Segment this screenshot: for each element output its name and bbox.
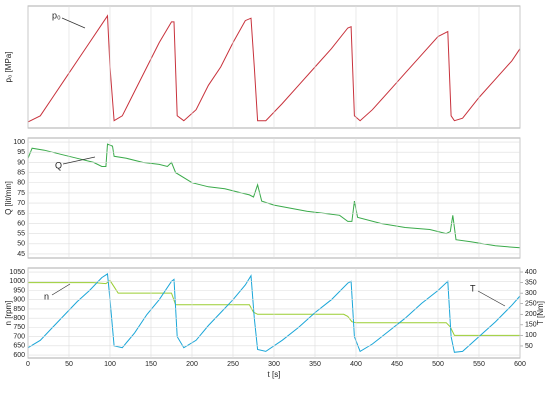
y2-tick-label: 300 xyxy=(525,290,537,297)
y-tick-label: 95 xyxy=(17,149,25,156)
y-tick-label: 800 xyxy=(13,315,25,322)
x-tick-label: 50 xyxy=(65,361,73,368)
x-tick-label: 0 xyxy=(26,361,30,368)
y-axis-label: p₀ [MPa] xyxy=(4,52,13,83)
x-tick-label: 450 xyxy=(391,361,403,368)
y-tick-label: 80 xyxy=(17,180,25,187)
x-tick-label: 400 xyxy=(350,361,362,368)
y2-tick-label: 350 xyxy=(525,279,537,286)
y-tick-label: 75 xyxy=(17,190,25,197)
y-tick-label: 55 xyxy=(17,230,25,237)
x-tick-label: 200 xyxy=(186,361,198,368)
y-tick-label: 60 xyxy=(17,220,25,227)
y-tick-label: 90 xyxy=(17,159,25,166)
x-tick-label: 600 xyxy=(514,361,526,368)
leader xyxy=(477,290,506,307)
data-line xyxy=(27,273,521,353)
y-tick-label: 45 xyxy=(17,251,25,258)
x-tick-label: 300 xyxy=(268,361,280,368)
y-tick-label: 1050 xyxy=(9,269,25,276)
leader xyxy=(62,156,96,165)
y2-tick-label: 50 xyxy=(525,343,533,350)
x-tick-label: 150 xyxy=(145,361,157,368)
annotation: n xyxy=(44,291,49,301)
x-axis-label: t [s] xyxy=(268,370,281,379)
x-tick-label: 350 xyxy=(309,361,321,368)
x-tick-label: 250 xyxy=(227,361,239,368)
y2-axis-label: T [Nm] xyxy=(536,301,545,325)
y2-tick-label: 200 xyxy=(525,311,537,318)
data-line xyxy=(27,143,521,249)
y-tick-label: 70 xyxy=(17,200,25,207)
data-line xyxy=(27,14,521,123)
y-axis-label: n [rpm] xyxy=(4,301,13,326)
y-tick-label: 850 xyxy=(13,306,25,313)
y-tick-label: 900 xyxy=(13,297,25,304)
x-tick-label: 550 xyxy=(473,361,485,368)
y-tick-label: 50 xyxy=(17,241,25,248)
annotation: Q xyxy=(55,160,62,170)
y2-tick-label: 400 xyxy=(525,269,537,276)
annotation: T xyxy=(470,283,476,293)
leader xyxy=(51,283,71,296)
y2-tick-label: 100 xyxy=(525,332,537,339)
y-tick-label: 750 xyxy=(13,324,25,331)
leader xyxy=(61,17,86,29)
y2-tick-label: 150 xyxy=(525,322,537,329)
y-tick-label: 700 xyxy=(13,333,25,340)
y-tick-label: 100 xyxy=(13,139,25,146)
y-axis-label: Q [lit/min] xyxy=(4,181,13,215)
y-tick-label: 65 xyxy=(17,210,25,217)
y-tick-label: 600 xyxy=(13,352,25,359)
y-tick-label: 650 xyxy=(13,343,25,350)
x-tick-label: 500 xyxy=(432,361,444,368)
y2-tick-label: 250 xyxy=(525,301,537,308)
x-tick-label: 100 xyxy=(104,361,116,368)
y-tick-label: 1000 xyxy=(9,278,25,285)
y-tick-label: 85 xyxy=(17,169,25,176)
annotation: p₀ xyxy=(52,10,61,20)
y-tick-label: 950 xyxy=(13,287,25,294)
